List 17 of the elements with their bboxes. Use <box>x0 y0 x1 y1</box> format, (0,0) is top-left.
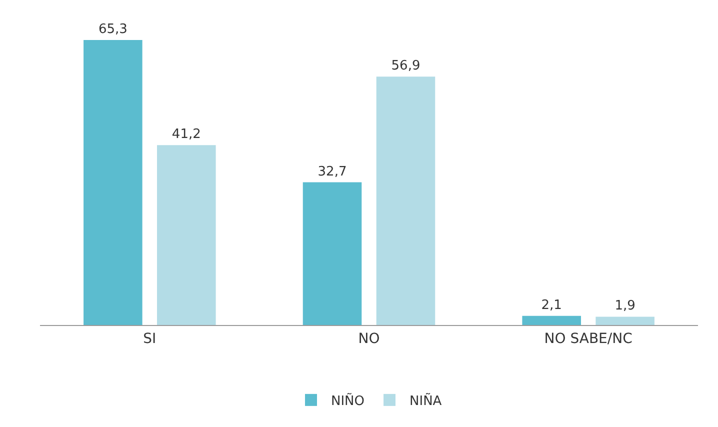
bar <box>376 76 436 325</box>
legend-label: NIÑA <box>410 393 442 410</box>
x-tick-label: SI <box>143 330 156 347</box>
bar <box>596 316 654 325</box>
data-label: 41,2 <box>172 127 201 142</box>
bar <box>522 316 581 325</box>
legend-label: NIÑO <box>331 393 365 410</box>
x-tick-label: NO SABE/NC <box>544 330 633 347</box>
data-label: 1,9 <box>614 298 636 314</box>
bar <box>302 182 362 325</box>
x-tick-label: NO <box>358 330 380 347</box>
data-label: 65,3 <box>98 22 128 37</box>
data-label: 56,9 <box>391 58 420 74</box>
data-label: 2,1 <box>541 298 562 313</box>
bar <box>84 40 142 325</box>
data-label: 32,7 <box>318 164 347 180</box>
bar <box>157 145 216 325</box>
